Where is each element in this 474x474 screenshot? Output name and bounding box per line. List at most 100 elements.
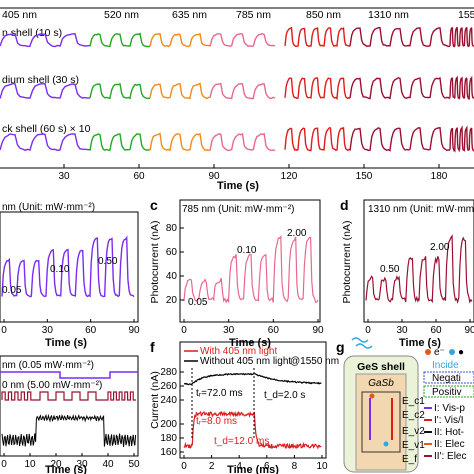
panel-b-annotation-0.05: 0.05 bbox=[2, 285, 22, 296]
panel-f-wavelength-note: @1550 nm bbox=[290, 356, 339, 367]
panel-e-trace bbox=[1, 413, 137, 447]
panel-f-line-with-405 bbox=[183, 410, 322, 450]
panel-b-xtick-label: 0 bbox=[1, 325, 7, 336]
panel-c-letter: c bbox=[150, 197, 158, 213]
panel-a-trace-row2-seg2 bbox=[149, 132, 211, 152]
gasb-core bbox=[355, 373, 407, 471]
legend-negative-box bbox=[423, 371, 474, 384]
panel-f-line-without-405 bbox=[184, 372, 322, 386]
panel-a-trace-row1-seg6 bbox=[449, 75, 474, 101]
panel-f-ytick-label: 160 bbox=[160, 447, 177, 458]
panel-b-header: nm (Unit: mW·mm⁻²) bbox=[2, 202, 95, 213]
panel-a-trace-row2-seg5 bbox=[349, 127, 450, 152]
panel-f-ytick-label: 240 bbox=[160, 395, 177, 406]
panel-b-line bbox=[1, 235, 135, 298]
legend-with-405-label: With 405 nm light bbox=[200, 346, 277, 357]
electron-dot bbox=[369, 393, 375, 399]
wavelength-label-1310: 1310 nm bbox=[368, 9, 409, 21]
panel-d-xtick-label: 30 bbox=[396, 325, 408, 336]
panel-a-trace-row1-seg4 bbox=[284, 77, 351, 101]
panel-b: nm (Unit: mW·mm⁻²) 0.05 0.10 0.50 0 30 60 9… bbox=[0, 202, 140, 349]
panel-a-trace-row0-seg1 bbox=[89, 32, 151, 48]
panel-a-trace-row2-seg1 bbox=[89, 133, 151, 151]
label-ec2: E_c2 bbox=[402, 410, 425, 421]
wavelength-label-520: 520 nm bbox=[104, 9, 139, 21]
panel-c-ylabel: Photocurrent (nA) bbox=[149, 221, 161, 304]
panel-a-xtick-label: 60 bbox=[133, 171, 145, 182]
panel-c-ytick-label: 20 bbox=[166, 295, 178, 306]
panel-d: d 1310 nm (Unit: mW·mm⁻²) Photocurrent (… bbox=[340, 197, 474, 349]
panel-a-traces bbox=[0, 26, 474, 153]
panel-e-line2-label: 0 nm (5.00 mW·mm⁻²) bbox=[2, 380, 102, 391]
legend-positive: Positiv bbox=[432, 387, 461, 398]
panel-c-xtick-label: 30 bbox=[223, 325, 235, 336]
panel-e: nm (0.05 mW·mm⁻²) 0 nm (5.00 mW·mm⁻²) 0 1… bbox=[0, 355, 140, 474]
panel-e-xtick-label: 20 bbox=[50, 459, 62, 470]
panel-d-xlabel: Time (s) bbox=[399, 337, 441, 349]
panel-c-header: 785 nm (Unit: mW·mm⁻²) bbox=[182, 204, 295, 215]
legend-i: I: Vis-p bbox=[434, 403, 465, 414]
panel-d-xtick-label: 90 bbox=[464, 325, 474, 336]
label-ev1: E_v1 bbox=[402, 440, 425, 451]
legend-incident: Incide bbox=[432, 360, 459, 371]
legend-ii-hot: II: Hot- bbox=[434, 427, 464, 438]
wavelength-label-405: 405 nm bbox=[2, 9, 37, 21]
panel-f-xtick-label: 0 bbox=[181, 461, 187, 472]
panel-d-annotation-2.00: 2.00 bbox=[430, 242, 450, 253]
panel-d-ylabel: Photocurrent (nA) bbox=[341, 221, 353, 304]
panel-c-annotation-0.05: 0.05 bbox=[188, 297, 208, 308]
panel-c-xtick-label: 60 bbox=[268, 325, 280, 336]
panel-e-xtick-label: 40 bbox=[102, 459, 114, 470]
panel-a-xtick-label: 90 bbox=[208, 171, 220, 182]
panel-a-trace-row0-seg5 bbox=[349, 27, 451, 48]
panel-e-405-pulse bbox=[0, 371, 138, 379]
panel-f-xtick-label: 8 bbox=[292, 461, 298, 472]
panel-b-xtick-label: 30 bbox=[42, 325, 54, 336]
legend-electron-marker bbox=[425, 349, 431, 355]
panel-c-ytick-label: 40 bbox=[166, 271, 178, 282]
panel-a-trace-row1-seg2 bbox=[149, 82, 210, 100]
panel-f-annotation-tr-red: tᵣ=8.0 ms bbox=[196, 416, 237, 427]
panel-d-letter: d bbox=[340, 197, 349, 213]
panel-a-trace-row2-seg0 bbox=[0, 133, 91, 152]
panel-b-annotation-0.50: 0.50 bbox=[98, 256, 118, 267]
panel-c-xlabel: Time (s) bbox=[229, 337, 271, 349]
panel-f-letter: f bbox=[150, 339, 155, 355]
row-label-thick-shell: ck shell (60 s) × 10 bbox=[2, 123, 91, 135]
panel-c-ticks: 0 30 60 90 20 40 60 80 bbox=[166, 223, 324, 336]
row-label-medium-shell: dium shell (30 s) bbox=[2, 74, 79, 86]
legend-electron-label: e⁻ bbox=[434, 347, 445, 358]
panel-a-trace-row1-seg5 bbox=[349, 76, 451, 100]
gasb-label: GaSb bbox=[368, 378, 394, 389]
legend-without-405-label: Without 405 nm light bbox=[200, 356, 291, 367]
legend-hole-marker bbox=[449, 349, 455, 355]
label-ec1: E_c1 bbox=[402, 396, 425, 407]
label-ev2: E_v2 bbox=[402, 426, 425, 437]
panel-f-ylabel: Current (nA) bbox=[149, 371, 161, 429]
panel-c-annotation-0.10: 0.10 bbox=[237, 245, 257, 256]
panel-e-square-wave bbox=[1, 391, 136, 401]
wavelength-label-1550: 155 bbox=[458, 9, 474, 21]
legend-ii-elec: II: Elec bbox=[434, 439, 465, 450]
panel-f-ytick-label: 180 bbox=[160, 433, 177, 444]
panel-d-xtick-label: 0 bbox=[365, 325, 371, 336]
panel-f: f With 405 nm light Without 405 nm light… bbox=[149, 339, 339, 474]
incident-light-icon bbox=[351, 337, 373, 349]
panel-e-xtick-label: 50 bbox=[128, 459, 140, 470]
panel-f-xtick-label: 6 bbox=[264, 461, 270, 472]
panel-f-xtick-label: 4 bbox=[236, 461, 242, 472]
panel-c-annotation-2.00: 2.00 bbox=[287, 228, 307, 239]
panel-a-trace-row2-seg6 bbox=[449, 125, 474, 153]
panel-c-ytick-label: 80 bbox=[166, 223, 178, 234]
panel-e-xtick-label: 30 bbox=[76, 459, 88, 470]
panel-d-frame bbox=[363, 199, 474, 323]
panel-f-traces bbox=[183, 372, 322, 450]
panel-f-ytick-label: 260 bbox=[160, 381, 177, 392]
legend-ii-prime: II': Elec bbox=[434, 451, 466, 462]
row-label-thin-shell: n shell (10 s) bbox=[2, 27, 62, 39]
panel-e-xtick-label: 10 bbox=[24, 459, 36, 470]
panel-b-ticks: 0 30 60 90 bbox=[1, 319, 140, 336]
panel-d-xtick-label: 60 bbox=[430, 325, 442, 336]
label-ef: E_f bbox=[402, 454, 417, 465]
panel-e-line bbox=[1, 413, 137, 447]
